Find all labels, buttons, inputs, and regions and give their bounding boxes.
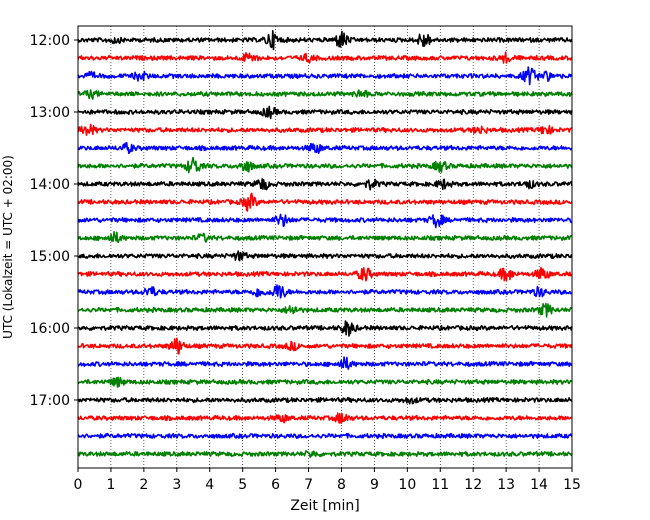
y-tick-label: 17:00: [30, 393, 70, 409]
trace-group: [77, 29, 573, 459]
x-tick-label: 4: [205, 477, 214, 493]
trace-line: [77, 412, 573, 425]
trace-line: [77, 337, 573, 355]
trace-line: [77, 432, 573, 440]
x-tick-label: 15: [563, 477, 581, 493]
trace-line: [77, 105, 573, 120]
trace-line: [77, 450, 573, 459]
x-tick-label: 0: [74, 477, 83, 493]
trace-line: [77, 29, 573, 51]
trace-line: [77, 302, 573, 318]
x-tick-label: 11: [431, 477, 449, 493]
x-tick-label: 2: [139, 477, 148, 493]
trace-line: [77, 266, 573, 282]
trace-line: [77, 320, 573, 337]
trace-line: [77, 356, 573, 370]
x-tick-label: 9: [370, 477, 379, 493]
trace-line: [77, 142, 573, 155]
x-tick-label: 6: [271, 477, 280, 493]
y-axis-label: UTC (Lokalzeit = UTC + 02:00): [1, 155, 15, 339]
y-tick-label: 13:00: [30, 105, 70, 121]
x-tick-label: 10: [398, 477, 416, 493]
y-axis-ticks: 12:00 13:00 14:00 15:00 16:00 17:00: [30, 33, 78, 409]
x-tick-label: 7: [304, 477, 313, 493]
y-tick-label: 12:00: [30, 33, 70, 49]
trace-line: [77, 230, 573, 244]
trace-line: [77, 396, 573, 405]
x-axis-label: Zeit [min]: [290, 498, 359, 514]
trace-line: [77, 51, 573, 64]
x-tick-label: 8: [337, 477, 346, 493]
x-tick-label: 3: [172, 477, 181, 493]
trace-line: [77, 156, 573, 174]
trace-line: [77, 213, 573, 229]
y-tick-label: 14:00: [30, 177, 70, 193]
trace-line: [77, 192, 573, 212]
x-tick-label: 1: [106, 477, 115, 493]
trace-line: [77, 89, 573, 100]
trace-line: [77, 123, 573, 136]
trace-line: [77, 284, 573, 299]
trace-line: [77, 66, 573, 86]
x-tick-label: 12: [464, 477, 482, 493]
trace-line: [77, 250, 573, 262]
x-tick-label: 14: [530, 477, 548, 493]
y-tick-label: 15:00: [30, 249, 70, 265]
plot-frame: [77, 25, 573, 469]
trace-line: [77, 178, 573, 191]
x-axis-ticks: 0 1 2 3 4 5 6 7 8 9 10 11 12 13 14 15: [74, 468, 581, 493]
x-tick-label: 13: [497, 477, 515, 493]
y-tick-label: 16:00: [30, 321, 70, 337]
trace-line: [77, 376, 573, 388]
x-tick-label: 5: [238, 477, 247, 493]
